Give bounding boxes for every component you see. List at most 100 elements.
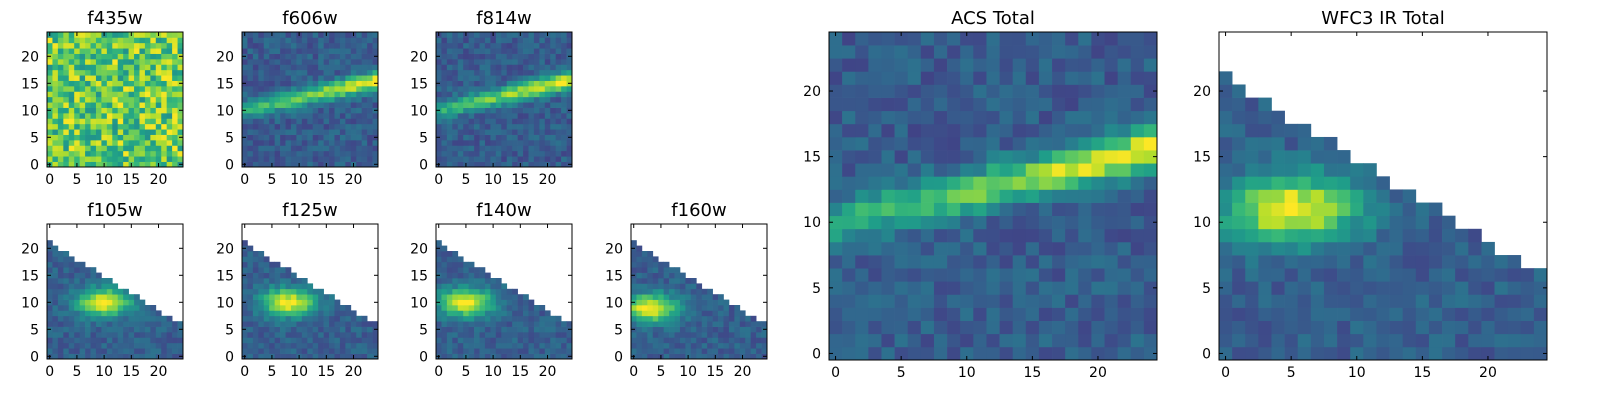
- heatmap-cell: [484, 145, 491, 152]
- heatmap-cell: [356, 80, 363, 87]
- heatmap-cell: [674, 332, 681, 338]
- heatmap-cell: [1012, 97, 1027, 112]
- y-tick-label: 15: [1193, 150, 1211, 166]
- heatmap-cell: [517, 134, 524, 141]
- heatmap-cell: [85, 86, 91, 92]
- heatmap-cell: [296, 75, 303, 81]
- heatmap-cell: [1442, 333, 1456, 348]
- heatmap-cell: [539, 91, 546, 98]
- heatmap-cell: [718, 315, 724, 322]
- heatmap-cell: [301, 294, 308, 300]
- heatmap-cell: [1468, 333, 1482, 348]
- heatmap-cell: [506, 129, 513, 135]
- heatmap-cell: [247, 261, 254, 268]
- heatmap-cell: [539, 48, 546, 54]
- heatmap-cell: [920, 58, 935, 72]
- heatmap-cell: [329, 315, 335, 322]
- y-tick-label: 20: [1193, 84, 1211, 100]
- heatmap-cell: [172, 140, 178, 146]
- heatmap-cell: [457, 69, 464, 76]
- heatmap-cell: [506, 305, 513, 311]
- heatmap-cell: [150, 59, 157, 65]
- heatmap-cell: [52, 256, 59, 263]
- heatmap-cell: [446, 326, 453, 333]
- heatmap-cell: [479, 102, 486, 108]
- heatmap-cell: [134, 118, 140, 125]
- heatmap-cell: [512, 80, 518, 87]
- heatmap-cell: [446, 102, 453, 108]
- heatmap-cell: [550, 75, 557, 81]
- heatmap-cell: [318, 134, 324, 141]
- heatmap-cell: [318, 59, 324, 65]
- heatmap-cell: [52, 102, 59, 108]
- heatmap-cell: [252, 251, 259, 257]
- heatmap-cell: [85, 107, 91, 114]
- heatmap-cell: [144, 326, 151, 333]
- heatmap-cell: [112, 107, 119, 114]
- heatmap-cell: [468, 91, 475, 98]
- heatmap-cell: [329, 294, 335, 300]
- heatmap-cell: [1052, 123, 1066, 138]
- heatmap-cell: [474, 113, 480, 119]
- heatmap-cell: [495, 145, 502, 152]
- heatmap-cell: [550, 59, 557, 65]
- heatmap-cell: [506, 310, 513, 317]
- heatmap-cell: [544, 337, 551, 344]
- heatmap-cell: [252, 321, 259, 327]
- heatmap-cell: [631, 332, 637, 338]
- heatmap-cell: [112, 91, 119, 98]
- heatmap-cell: [139, 342, 146, 349]
- heatmap-cell: [258, 59, 265, 65]
- heatmap-cell: [685, 305, 692, 311]
- heatmap-cell: [329, 161, 335, 168]
- heatmap-cell: [161, 156, 168, 162]
- heatmap-cell: [68, 256, 75, 263]
- heatmap-cell: [484, 102, 491, 108]
- heatmap-cell: [1389, 202, 1404, 217]
- heatmap-cell: [452, 129, 459, 135]
- heatmap-cell: [490, 326, 497, 333]
- heatmap-cell: [318, 113, 324, 119]
- heatmap-cell: [457, 342, 464, 349]
- heatmap-cell: [1219, 228, 1233, 243]
- heatmap-cell: [479, 80, 486, 87]
- heatmap-cell: [1258, 202, 1272, 217]
- heatmap-cell: [1104, 123, 1118, 138]
- heatmap-cell: [166, 332, 173, 338]
- heatmap-cell: [986, 320, 1000, 335]
- heatmap-cell: [436, 140, 442, 146]
- heatmap-cell: [101, 150, 108, 157]
- heatmap-cell: [74, 37, 80, 44]
- heatmap-cell: [79, 348, 86, 354]
- heatmap-cell: [139, 75, 146, 81]
- heatmap-cell: [474, 48, 480, 54]
- heatmap-cell: [1337, 320, 1351, 335]
- heatmap-cell: [658, 326, 664, 333]
- heatmap-cell: [263, 107, 270, 114]
- heatmap-cell: [57, 96, 64, 103]
- heatmap-cell: [539, 37, 546, 44]
- heatmap-cell: [658, 315, 664, 322]
- heatmap-cell: [484, 156, 491, 162]
- heatmap-cell: [750, 332, 757, 338]
- heatmap-cell: [1130, 123, 1145, 138]
- heatmap-cell: [312, 337, 319, 344]
- heatmap-cell: [280, 123, 286, 130]
- heatmap-cell: [523, 113, 529, 119]
- heatmap-cell: [161, 348, 168, 354]
- heatmap-cell: [242, 42, 248, 49]
- heatmap-cell: [1533, 346, 1548, 361]
- heatmap-cell: [329, 96, 335, 103]
- heatmap-cell: [555, 145, 562, 152]
- heatmap-cell: [155, 91, 162, 98]
- heatmap-cell: [312, 321, 319, 327]
- heatmap-cell: [280, 294, 286, 300]
- x-tick-label: 5: [72, 364, 81, 380]
- heatmap-cell: [652, 267, 659, 273]
- heatmap-cell: [479, 283, 486, 290]
- heatmap-cell: [258, 353, 265, 360]
- heatmap-cell: [139, 129, 146, 135]
- heatmap-cell: [1117, 45, 1132, 59]
- heatmap-cell: [1323, 176, 1338, 190]
